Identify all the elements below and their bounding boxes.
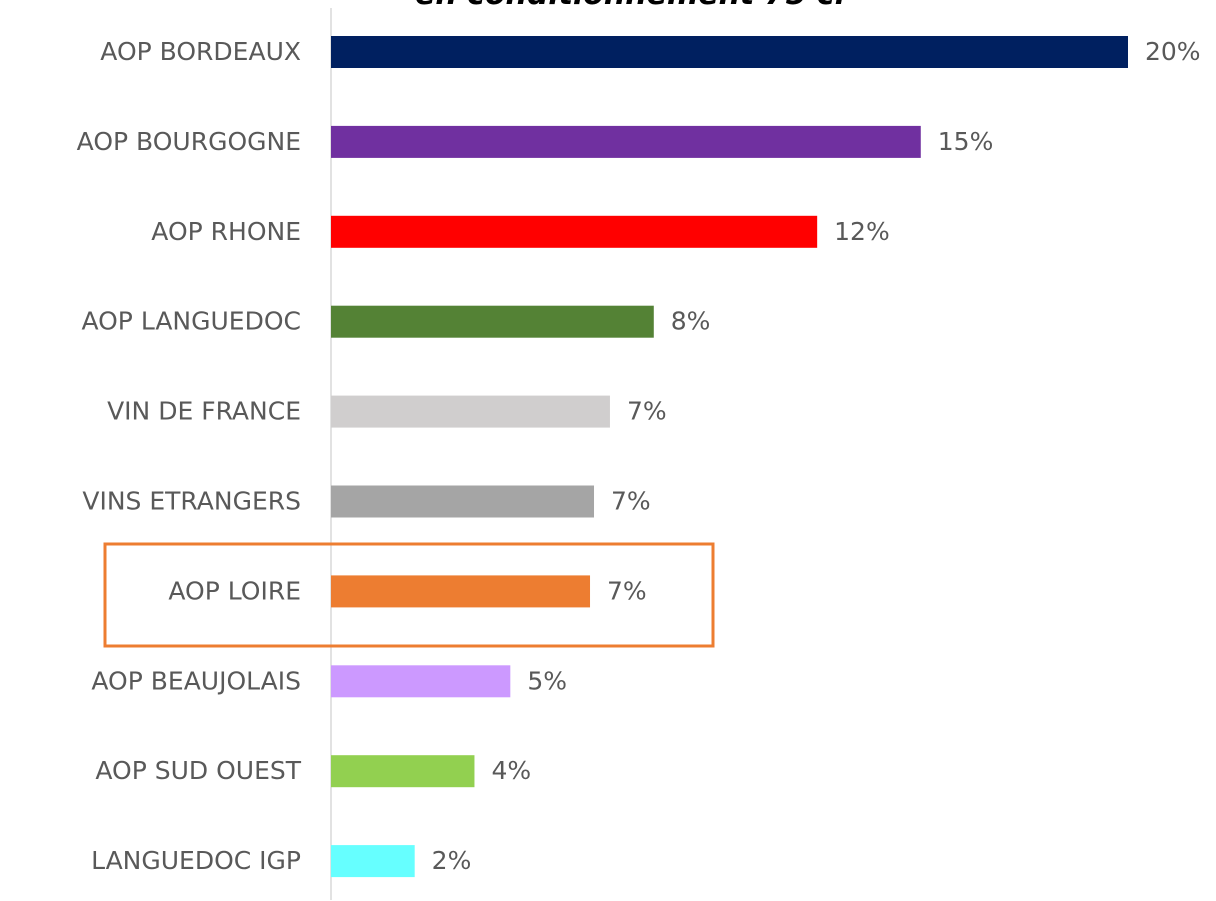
bar [331,575,591,608]
data-label: 4% [491,756,531,785]
bar [331,665,511,698]
data-label: 5% [527,666,567,695]
category-label: AOP BEAUJOLAIS [91,666,301,695]
bar [331,215,818,248]
category-label: AOP RHONE [151,217,301,246]
bar [331,395,610,428]
category-label: LANGUEDOC IGP [91,846,301,875]
bar [331,36,1128,68]
category-label: VINS ETRANGERS [82,487,301,516]
bar [331,485,595,518]
bar [331,845,415,878]
bar [331,755,475,788]
data-label: 2% [432,846,472,875]
highlight-box [103,542,715,648]
category-label: AOP LANGUEDOC [81,307,301,336]
data-label: 15% [938,127,994,156]
category-label: AOP BOURGOGNE [77,127,301,156]
category-label: AOP SUD OUEST [95,756,301,785]
data-label: 7% [607,576,647,605]
data-label: 7% [627,397,667,426]
bar [331,305,654,338]
data-label: 8% [671,307,711,336]
data-label: 12% [834,217,890,246]
chart-title: en conditionnement 75 cl [415,0,846,12]
category-label: AOP BORDEAUX [100,37,301,66]
data-label: 7% [611,487,651,516]
bar [331,125,921,158]
category-label: AOP LOIRE [168,576,301,605]
data-label: 20% [1145,37,1201,66]
category-label: VIN DE FRANCE [107,397,301,426]
